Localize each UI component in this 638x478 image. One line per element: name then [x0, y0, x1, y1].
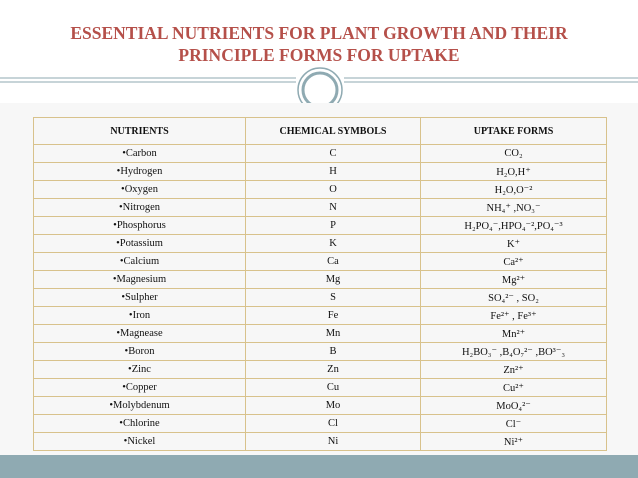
table-cell: Mn²⁺	[420, 324, 607, 343]
table-cell: •Nitrogen	[33, 198, 246, 217]
table-cell: •Iron	[33, 306, 246, 325]
table-cell: Mn	[245, 324, 421, 343]
table-cell: Mg²⁺	[420, 270, 607, 289]
nutrient-table: NUTRIENTS CHEMICAL SYMBOLS UPTAKE FORMS •C…	[33, 117, 607, 451]
table-cell: MoO₄²⁻	[420, 396, 607, 415]
table-cell: SO₄²⁻ , SO₂	[420, 288, 607, 307]
table-cell: H₂O,O⁻²	[420, 180, 607, 199]
footer-band	[0, 455, 638, 478]
table-cell: •Zinc	[33, 360, 246, 379]
table-cell: Ca	[245, 252, 421, 271]
table-row: •Molybdenum Mo MoO₄²⁻	[33, 396, 607, 415]
table-cell: S	[245, 288, 421, 307]
table-cell: •Magnease	[33, 324, 246, 343]
table-cell: H₂PO₄⁻,HPO₄⁻²,PO₄⁻³	[420, 216, 607, 235]
table-row: •Oxygen O H₂O,O⁻²	[33, 180, 607, 199]
table-cell: •Chlorine	[33, 414, 246, 433]
table-cell: CO₂	[420, 144, 607, 163]
table-row: •Magnesium Mg Mg²⁺	[33, 270, 607, 289]
table-cell: •Carbon	[33, 144, 246, 163]
table-cell: K⁺	[420, 234, 607, 253]
table-cell: Mg	[245, 270, 421, 289]
table-cell: •Oxygen	[33, 180, 246, 199]
table-cell: H₂O,H⁺	[420, 162, 607, 181]
table-cell: Zn	[245, 360, 421, 379]
table-cell: B	[245, 342, 421, 361]
table-cell: Ca²⁺	[420, 252, 607, 271]
table-row: •Sulpher S SO₄²⁻ , SO₂	[33, 288, 607, 307]
table-cell: Cl⁻	[420, 414, 607, 433]
column-header: CHEMICAL SYMBOLS	[245, 117, 421, 145]
table-cell: •Potassium	[33, 234, 246, 253]
table-row: •Iron Fe Fe²⁺ , Fe³⁺	[33, 306, 607, 325]
header-row: NUTRIENTS CHEMICAL SYMBOLS UPTAKE FORMS	[33, 117, 607, 145]
table-row: •Potassium K K⁺	[33, 234, 607, 253]
table-row: •Carbon C CO₂	[33, 144, 607, 163]
title-line: PRINCIPLE FORMS FOR UPTAKE	[178, 45, 460, 65]
table-cell: P	[245, 216, 421, 235]
table-cell: Fe	[245, 306, 421, 325]
table-cell: K	[245, 234, 421, 253]
table-cell: NH₄⁺ ,NO₃⁻	[420, 198, 607, 217]
table-cell: Cu	[245, 378, 421, 397]
table-row: •Phosphorus P H₂PO₄⁻,HPO₄⁻²,PO₄⁻³	[33, 216, 607, 235]
table-cell: Cu²⁺	[420, 378, 607, 397]
table-row: •Calcium Ca Ca²⁺	[33, 252, 607, 271]
table-cell: Zn²⁺	[420, 360, 607, 379]
table-row: •Chlorine Cl Cl⁻	[33, 414, 607, 433]
table-cell: •Phosphorus	[33, 216, 246, 235]
title: ESSENTIAL NUTRIENTS FOR PLANT GROWTH AND…	[0, 22, 638, 66]
table-cell: O	[245, 180, 421, 199]
title-line: ESSENTIAL NUTRIENTS FOR PLANT GROWTH AND…	[70, 23, 568, 43]
column-header: UPTAKE FORMS	[420, 117, 607, 145]
table-row: •Nickel Ni Ni²⁺	[33, 432, 607, 451]
table-row: •Hydrogen H H₂O,H⁺	[33, 162, 607, 181]
table-row: •Boron B H₂BO₃⁻ ,B₄O₇²⁻ ,BO³⁻₃	[33, 342, 607, 361]
divider	[0, 67, 638, 104]
column-header: NUTRIENTS	[33, 117, 246, 145]
table-cell: Ni	[245, 432, 421, 451]
table-cell: •Calcium	[33, 252, 246, 271]
table-cell: H	[245, 162, 421, 181]
table-row: •Magnease Mn Mn²⁺	[33, 324, 607, 343]
table-cell: N	[245, 198, 421, 217]
table-row: •Nitrogen N NH₄⁺ ,NO₃⁻	[33, 198, 607, 217]
table-cell: Mo	[245, 396, 421, 415]
table-row: •Copper Cu Cu²⁺	[33, 378, 607, 397]
table-cell: •Molybdenum	[33, 396, 246, 415]
table-cell: •Boron	[33, 342, 246, 361]
table-cell: •Sulpher	[33, 288, 246, 307]
table-cell: Fe²⁺ , Fe³⁺	[420, 306, 607, 325]
table-cell: •Copper	[33, 378, 246, 397]
table-row: •Zinc Zn Zn²⁺	[33, 360, 607, 379]
table-cell: C	[245, 144, 421, 163]
table-cell: •Magnesium	[33, 270, 246, 289]
table-cell: H₂BO₃⁻ ,B₄O₇²⁻ ,BO³⁻₃	[420, 342, 607, 361]
table-cell: Cl	[245, 414, 421, 433]
table-cell: •Nickel	[33, 432, 246, 451]
table-cell: Ni²⁺	[420, 432, 607, 451]
table-cell: •Hydrogen	[33, 162, 246, 181]
